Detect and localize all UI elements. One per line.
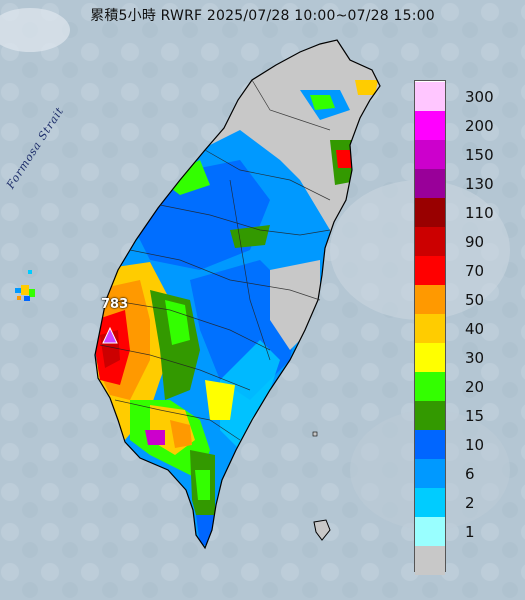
- county-boundaries: [99, 79, 331, 441]
- legend-label: 300: [465, 88, 494, 106]
- legend-label: 6: [465, 465, 475, 483]
- legend-label: 90: [465, 233, 485, 251]
- orchid-island: [313, 519, 331, 541]
- taiwan-coastline: [94, 39, 381, 550]
- legend-swatch: [415, 82, 445, 111]
- legend-swatch: [415, 459, 445, 488]
- legend-label: 15: [465, 407, 485, 425]
- map-title: 累積5小時 RWRF 2025/07/28 10:00~07/28 15:00: [90, 8, 435, 24]
- legend-label: 110: [465, 204, 494, 222]
- legend-label: 40: [465, 320, 485, 338]
- legend-swatch: [415, 430, 445, 459]
- legend: 300 200 150 130 110 90 70 50 40 30 20 15 10 6 2 1: [414, 80, 511, 575]
- legend-label: 50: [465, 291, 485, 309]
- green-island: [312, 431, 318, 437]
- legend-label: 130: [465, 175, 494, 193]
- legend-swatch: [415, 488, 445, 517]
- legend-swatch: [415, 546, 445, 575]
- legend-swatch: [415, 372, 445, 401]
- station-label: 783: [101, 297, 129, 312]
- legend-label: 10: [465, 436, 485, 454]
- station-marker-icon: [102, 326, 118, 344]
- legend-swatch: [415, 140, 445, 169]
- legend-label: 2: [465, 494, 475, 512]
- legend-swatch: [415, 401, 445, 430]
- legend-swatch: [415, 314, 445, 343]
- legend-swatch: [415, 517, 445, 546]
- cloud-patch: [0, 8, 70, 52]
- legend-label: 150: [465, 146, 494, 164]
- legend-label: 200: [465, 117, 494, 135]
- penghu-islands: [15, 270, 35, 301]
- legend-label: 30: [465, 349, 485, 367]
- legend-swatch: [415, 198, 445, 227]
- legend-colorbar: [414, 80, 446, 575]
- legend-swatch: [415, 285, 445, 314]
- legend-label: 70: [465, 262, 485, 280]
- legend-swatch: [415, 343, 445, 372]
- legend-label: 20: [465, 378, 485, 396]
- legend-swatch: [415, 227, 445, 256]
- legend-swatch: [415, 169, 445, 198]
- legend-swatch: [415, 111, 445, 140]
- legend-swatch: [415, 256, 445, 285]
- legend-label: 1: [465, 523, 475, 541]
